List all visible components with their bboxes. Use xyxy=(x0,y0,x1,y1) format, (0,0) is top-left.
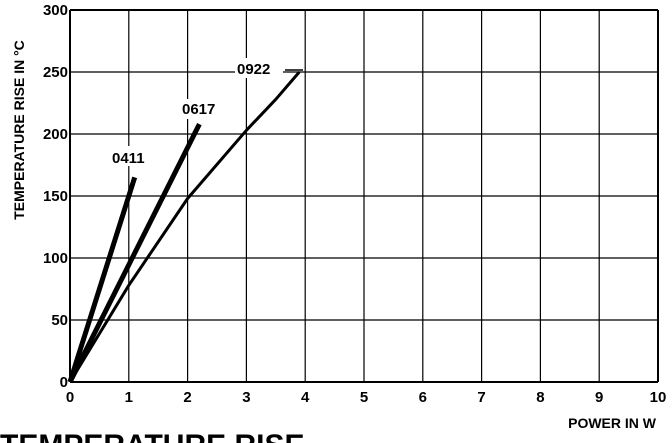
series-label-0411: 0411 xyxy=(112,150,145,167)
y-tick-labels: 0 50 100 150 200 250 300 xyxy=(43,2,68,391)
y-tick-label: 150 xyxy=(43,188,68,205)
x-axis-title: POWER IN W xyxy=(568,415,657,431)
x-tick-label: 5 xyxy=(360,389,368,406)
x-tick-label: 7 xyxy=(477,389,485,406)
x-tick-label: 0 xyxy=(66,389,74,406)
x-tick-label: 9 xyxy=(595,389,603,406)
x-tick-label: 4 xyxy=(301,389,310,406)
series-label-0617-bg xyxy=(180,99,224,119)
y-axis-title: TEMPERATURE RISE IN °C xyxy=(11,40,27,220)
x-tick-label: 1 xyxy=(125,389,133,406)
series-line-0617 xyxy=(67,122,202,384)
chart-title: TEMPERATURE RISE xyxy=(0,429,304,443)
series-label-0411-bg xyxy=(110,146,144,166)
y-tick-label: 200 xyxy=(43,126,68,143)
grid xyxy=(69,9,659,383)
series-label-0922: 0922 xyxy=(237,61,270,78)
x-tick-label: 10 xyxy=(650,389,667,406)
series-lines xyxy=(67,71,301,384)
series-line-0922 xyxy=(68,71,301,383)
series-label-0617: 0617 xyxy=(182,101,215,118)
x-tick-label: 2 xyxy=(183,389,191,406)
series-label-0922-bg xyxy=(235,58,283,78)
x-tick-label: 6 xyxy=(419,389,427,406)
series-line-0411 xyxy=(67,176,138,383)
x-tick-label: 3 xyxy=(242,389,250,406)
y-tick-label: 50 xyxy=(51,312,68,329)
y-tick-label: 300 xyxy=(43,2,68,19)
x-tick-labels: 0 1 2 3 4 5 6 7 8 9 10 xyxy=(66,389,667,406)
y-tick-label: 100 xyxy=(43,250,68,267)
x-tick-label: 8 xyxy=(536,389,544,406)
y-tick-label: 0 xyxy=(60,374,68,391)
y-tick-label: 250 xyxy=(43,64,68,81)
